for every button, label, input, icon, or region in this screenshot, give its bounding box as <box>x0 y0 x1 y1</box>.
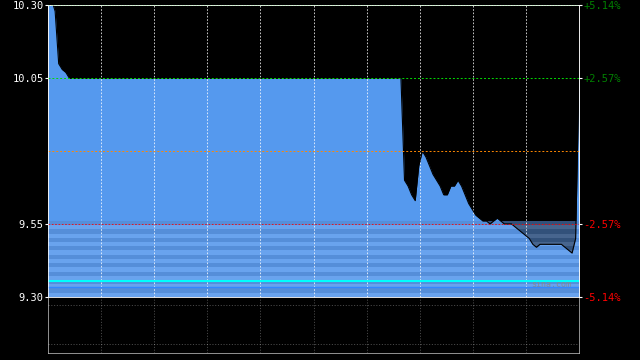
Text: sina.com: sina.com <box>531 280 572 289</box>
